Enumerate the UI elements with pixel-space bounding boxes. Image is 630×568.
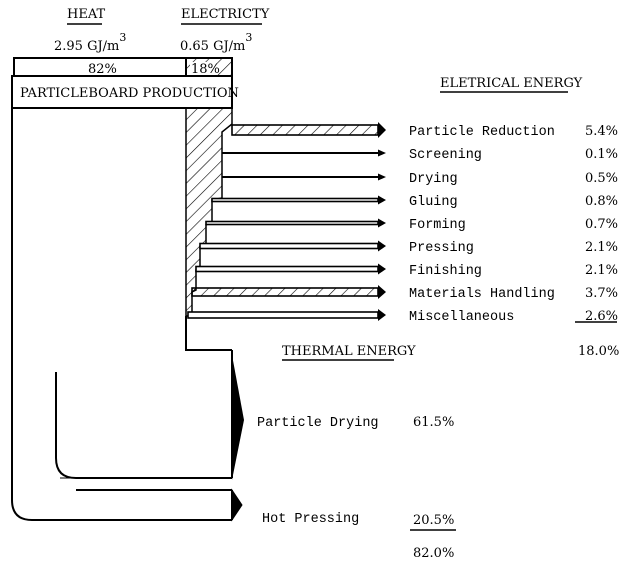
electrical-flow-arrow <box>191 285 386 299</box>
arrow-head-icon <box>378 285 386 299</box>
electrical-arrows <box>187 122 386 321</box>
hot-pressing-value: 20.5% <box>413 513 454 528</box>
electricity-share: 18% <box>191 62 220 77</box>
arrow-head-icon <box>378 149 386 157</box>
electrical-item-label: Forming <box>409 218 466 233</box>
electrical-total: 18.0% <box>578 344 619 359</box>
electrical-item-value: 2.1% <box>585 263 618 278</box>
electrical-item-label: Drying <box>409 172 458 187</box>
particle-drying-label: Particle Drying <box>257 416 379 431</box>
electrical-flow-arrow <box>211 195 386 205</box>
electrical-item-label: Pressing <box>409 241 474 256</box>
electrical-item-label: Gluing <box>409 195 458 210</box>
thermal-inner-edge <box>55 372 232 479</box>
thermal-outer-edge <box>11 108 232 521</box>
electrical-item-value: 0.7% <box>585 217 618 232</box>
electrical-flow-arrow <box>231 122 386 138</box>
electrical-item-value: 3.7% <box>585 286 618 301</box>
electricity-label: ELECTRICTY <box>181 7 270 22</box>
heat-label: HEAT <box>67 7 106 22</box>
electrical-item-label: Particle Reduction <box>409 125 555 140</box>
arrow-head-icon <box>378 309 386 321</box>
electrical-item-value: 2.6% <box>585 309 618 324</box>
thermal-heading: THERMAL ENERGY <box>282 344 416 359</box>
electrical-item-label: Finishing <box>409 264 482 279</box>
thermal-total: 82.0% <box>413 546 454 561</box>
electrical-item-value: 0.1% <box>585 147 618 162</box>
electricity-value: 0.65 GJ/m3 <box>180 31 252 54</box>
electrical-item-value: 2.1% <box>585 240 618 255</box>
electrical-flow-arrow <box>205 218 386 228</box>
particle-drying-value: 61.5% <box>413 415 454 430</box>
arrow-head-icon <box>378 195 386 205</box>
electrical-flow-arrow <box>199 240 386 252</box>
electrical-flow-arrow <box>222 173 386 181</box>
electrical-flow-arrow <box>195 263 386 275</box>
arrow-head-icon <box>378 240 386 252</box>
heat-share: 82% <box>88 62 117 77</box>
electrical-item-value: 0.8% <box>585 194 618 209</box>
electrical-item-label: Materials Handling <box>409 287 555 302</box>
electrical-item-label: Miscellaneous <box>409 310 514 325</box>
electrical-flow-arrow <box>222 149 386 157</box>
arrow-head-icon <box>378 218 386 228</box>
arrow-head-icon <box>378 263 386 275</box>
process-box <box>11 75 233 109</box>
electrical-flow-arrow <box>187 309 386 321</box>
electrical-item-label: Screening <box>409 148 482 163</box>
arrow-head-icon <box>378 173 386 181</box>
electrical-item-value: 0.5% <box>585 171 618 186</box>
heat-value: 2.95 GJ/m3 <box>54 31 126 54</box>
particle-drying-arrow-head <box>232 355 244 480</box>
process-label: PARTICLEBOARD PRODUCTION <box>20 86 239 101</box>
arrow-head-icon <box>378 122 386 138</box>
hot-pressing-arrow-head <box>231 488 243 522</box>
electrical-column <box>185 107 233 317</box>
electrical-item-value: 5.4% <box>585 124 618 139</box>
electrical-heading: ELETRICAL ENERGY <box>440 76 583 91</box>
hot-pressing-label: Hot Pressing <box>262 512 359 527</box>
